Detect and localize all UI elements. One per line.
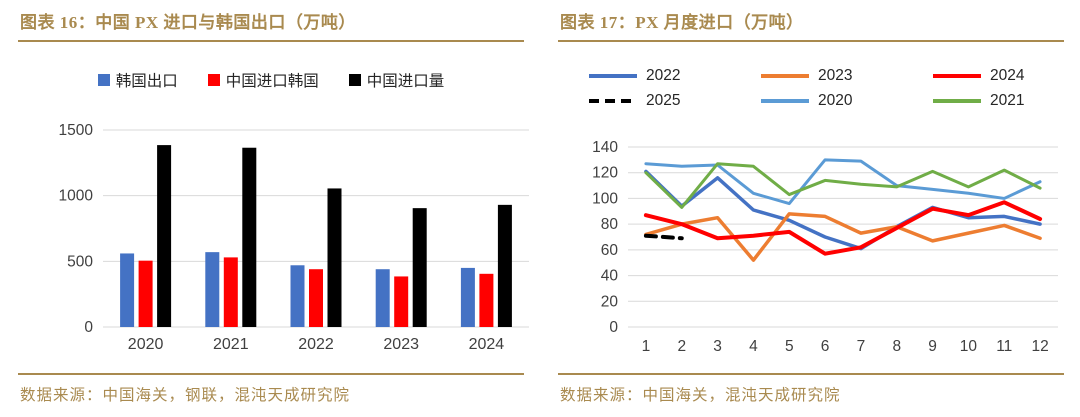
figure-16-legend: 韩国出口 中国进口韩国 中国进口量 (18, 70, 524, 90)
y-tick-label: 100 (592, 190, 618, 207)
figure-16-title: 图表 16：中国 PX 进口与韩国出口（万吨） (18, 8, 524, 42)
bar (242, 147, 257, 327)
legend-label: 中国进口量 (366, 73, 445, 90)
series-line-2024 (643, 200, 1043, 256)
legend-line-sample (761, 74, 809, 78)
x-tick-label: 10 (960, 338, 978, 355)
bar (138, 260, 153, 327)
x-tick-label: 6 (821, 338, 830, 355)
x-tick-label: 11 (996, 338, 1012, 355)
y-tick-label: 500 (67, 253, 93, 270)
x-category-label: 2021 (213, 336, 249, 353)
y-tick-label: 20 (601, 293, 619, 310)
legend-item-2022: 2022 (588, 66, 760, 86)
figure-16-bar-chart: 0 500 1000 1500 2020 2021 2022 2023 2024 (59, 122, 529, 353)
y-tick-label: 40 (601, 268, 619, 285)
series-line-2021 (644, 162, 1042, 209)
figure-17-legend: 2022 2023 2024 2025 2020 2021 (558, 66, 1064, 111)
x-category-label: 2024 (469, 336, 505, 353)
x-tick-label: 9 (928, 338, 937, 355)
series-line-2023 (644, 212, 1042, 262)
bar (375, 269, 390, 327)
x-category-label: 2022 (298, 336, 334, 353)
legend-label: 2020 (818, 92, 853, 109)
x-tick-label: 3 (713, 338, 722, 355)
x-tick-label: 5 (785, 338, 794, 355)
bars-中国进口量 (157, 145, 512, 327)
legend-label: 2023 (818, 67, 853, 84)
legend-swatch (207, 74, 220, 86)
x-category-label: 2023 (383, 336, 419, 353)
bar (327, 188, 342, 327)
legend-line-sample (589, 99, 637, 103)
legend-label: 2024 (990, 67, 1025, 84)
legend-label: 中国进口韩国 (225, 73, 319, 90)
legend-item-2024: 2024 (932, 66, 1080, 86)
bar (205, 252, 220, 327)
legend-item-中国进口量: 中国进口量 (348, 69, 445, 91)
bar (412, 208, 427, 327)
bars-韩国出口 (120, 252, 475, 327)
panel-figure-17: 图表 17：PX 月度进口（万吨） 2022 2023 2024 2025 2020 20… (540, 0, 1080, 417)
bar (157, 145, 172, 327)
x-tick-label: 8 (892, 338, 901, 355)
series-line-2020 (644, 158, 1042, 206)
legend-item-2023: 2023 (760, 66, 932, 86)
legend-label: 2025 (646, 92, 681, 109)
bar (309, 269, 323, 327)
bar (290, 265, 305, 327)
bar (394, 276, 409, 327)
y-tick-label: 80 (601, 216, 619, 233)
legend-line-sample (589, 74, 637, 78)
x-tick-label: 4 (749, 338, 758, 355)
legend-label: 2022 (646, 67, 681, 84)
y-tick-label: 60 (601, 242, 619, 259)
figure-17-source: 数据来源：中国海关，混沌天成研究院 (558, 373, 1064, 407)
legend-label: 韩国出口 (115, 73, 178, 90)
bars-中国进口韩国 (138, 257, 494, 327)
bar (460, 267, 475, 327)
legend-line-sample (761, 99, 809, 103)
legend-line-sample (933, 74, 981, 78)
legend-item-韩国出口: 韩国出口 (97, 69, 178, 91)
y-tick-label: 0 (609, 319, 618, 336)
figure-17-title: 图表 17：PX 月度进口（万吨） (558, 8, 1064, 42)
y-tick-label: 1500 (59, 122, 94, 139)
x-tick-label: 12 (1031, 338, 1048, 355)
bar (497, 204, 512, 327)
y-tick-label: 1000 (59, 188, 94, 205)
legend-swatch (97, 74, 110, 86)
series-line-2022 (644, 169, 1042, 251)
legend-swatch (348, 74, 361, 86)
legend-line-sample (933, 99, 981, 103)
y-tick-label: 120 (592, 165, 618, 182)
x-category-label: 2020 (128, 336, 164, 353)
bar (479, 273, 494, 327)
legend-item-2021: 2021 (932, 91, 1080, 111)
x-tick-label: 2 (677, 338, 686, 355)
y-tick-label: 140 (592, 139, 618, 156)
series-line-2025 (643, 233, 684, 241)
figure-16-source: 数据来源：中国海关，钢联，混沌天成研究院 (18, 373, 524, 407)
bar (120, 253, 135, 327)
y-tick-label: 0 (84, 319, 93, 336)
x-tick-label: 1 (642, 338, 651, 355)
panel-figure-16: 图表 16：中国 PX 进口与韩国出口（万吨） 韩国出口 中国进口韩国 中国进口量 … (18, 8, 529, 407)
legend-item-2020: 2020 (760, 91, 932, 111)
bar (223, 257, 238, 327)
legend-label: 2021 (990, 92, 1025, 109)
x-tick-label: 7 (857, 338, 866, 355)
legend-item-2025: 2025 (588, 91, 760, 111)
legend-item-中国进口韩国: 中国进口韩国 (207, 69, 319, 91)
